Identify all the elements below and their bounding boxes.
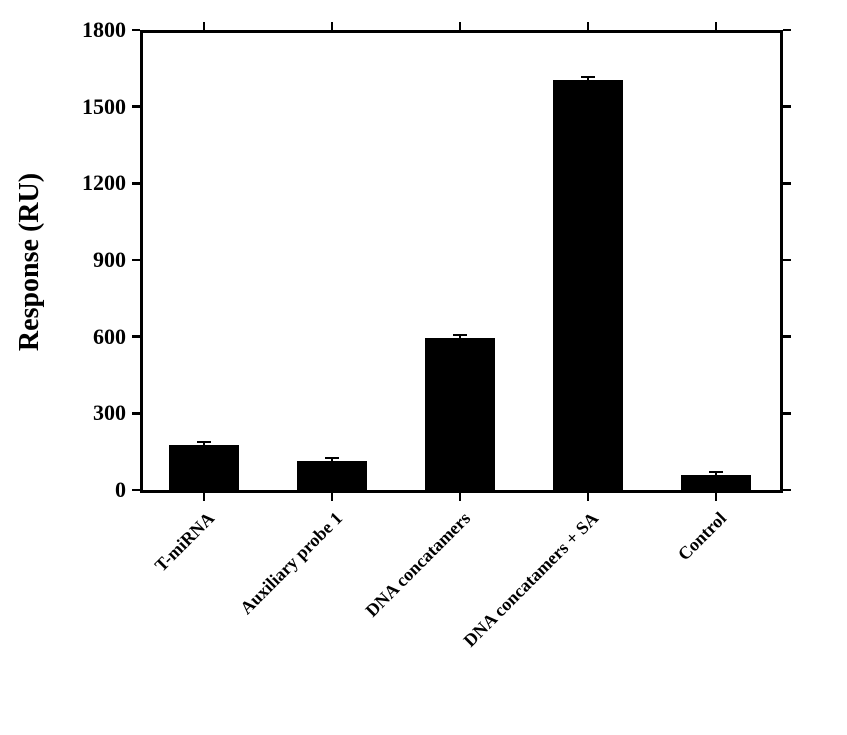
error-bar-cap <box>581 81 595 83</box>
top-axis-line <box>140 30 783 33</box>
x-tick-label: Auxiliary probe 1 <box>120 508 347 735</box>
y-tick-label: 0 <box>115 477 126 503</box>
y-tick <box>132 335 140 338</box>
y-tick <box>132 412 140 415</box>
x-tick-label: Control <box>504 508 731 735</box>
bar <box>169 445 239 490</box>
x-tick <box>203 493 206 501</box>
y-tick-label: 1200 <box>82 170 126 196</box>
x-tick-label: DNA concatamers + SA <box>376 508 603 735</box>
y-axis-line <box>140 30 143 493</box>
x-tick-top <box>587 22 590 30</box>
x-tick-top <box>203 22 206 30</box>
error-bar-cap <box>709 471 723 473</box>
right-axis-line <box>780 30 783 493</box>
y-tick-label: 300 <box>93 400 126 426</box>
x-tick-top <box>715 22 718 30</box>
x-axis-line <box>140 490 783 493</box>
x-tick <box>715 493 718 501</box>
x-tick-label: DNA concatamers <box>248 508 475 735</box>
y-tick <box>132 182 140 185</box>
y-axis-title: Response (RU) <box>14 32 46 492</box>
error-bar-cap <box>709 476 723 478</box>
y-tick <box>132 105 140 108</box>
bar-chart: Response (RU) 0300600900120015001800T-mi… <box>0 0 847 728</box>
y-tick-right <box>783 335 791 338</box>
y-tick-label: 900 <box>93 247 126 273</box>
y-tick <box>132 29 140 32</box>
error-bar-cap <box>325 457 339 459</box>
error-bar-cap <box>197 441 211 443</box>
x-tick-top <box>459 22 462 30</box>
bar <box>553 80 623 490</box>
y-tick-label: 1800 <box>82 17 126 43</box>
bar <box>297 461 367 490</box>
error-bar-cap <box>453 334 467 336</box>
error-bar-cap <box>453 340 467 342</box>
x-tick <box>587 493 590 501</box>
x-tick-label: T-miRNA <box>0 508 219 735</box>
y-tick-right <box>783 489 791 492</box>
y-tick <box>132 489 140 492</box>
y-tick-right <box>783 105 791 108</box>
y-tick-label: 600 <box>93 324 126 350</box>
y-tick <box>132 259 140 262</box>
y-tick-right <box>783 259 791 262</box>
x-tick <box>331 493 334 501</box>
bar <box>425 338 495 490</box>
error-bar-cap <box>581 76 595 78</box>
error-bar-cap <box>325 463 339 465</box>
x-tick <box>459 493 462 501</box>
y-tick-right <box>783 412 791 415</box>
y-tick-right <box>783 29 791 32</box>
y-tick-right <box>783 182 791 185</box>
error-bar-cap <box>197 447 211 449</box>
x-tick-top <box>331 22 334 30</box>
y-tick-label: 1500 <box>82 94 126 120</box>
